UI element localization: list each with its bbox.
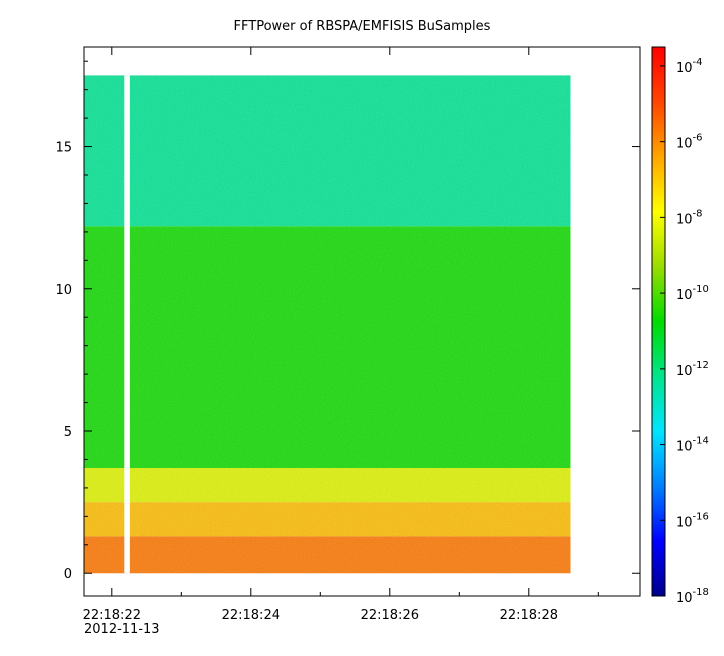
- x-tick-label: 22:18:24: [222, 608, 280, 623]
- heatmap-texture: [84, 75, 571, 574]
- colorbar-frame: [651, 46, 666, 597]
- colorbar-tick-label: 10-4: [676, 57, 703, 76]
- plot-frame: [83, 46, 641, 597]
- date-label: 2012-11-13: [84, 622, 160, 637]
- y-tick-label: 5: [64, 425, 72, 440]
- colorbar-tick-exponent: -16: [693, 511, 709, 522]
- x-tick-label: 22:18:26: [361, 608, 419, 623]
- colorbar-tick-exponent: -18: [693, 587, 709, 598]
- colorbar-tick-label: 10-10: [676, 284, 709, 303]
- colorbar-tick-label: 10-16: [676, 511, 709, 530]
- colorbar: [652, 47, 665, 596]
- colorbar-tick-label: 10-14: [676, 436, 709, 455]
- x-tick-label: 22:18:22: [83, 608, 141, 623]
- colorbar-tick-exponent: -6: [693, 133, 703, 144]
- data-gap: [124, 75, 130, 574]
- colorbar-tick-exponent: -8: [693, 208, 703, 219]
- y-tick-label: 10: [55, 283, 72, 298]
- colorbar-tick-base: 10: [676, 61, 693, 76]
- colorbar-tick-exponent: -4: [693, 57, 703, 68]
- x-tick-label: 22:18:28: [500, 608, 558, 623]
- x-axis: 22:18:22 22:18:24 22:18:26 22:18:28: [83, 47, 599, 623]
- colorbar-tick-exponent: -10: [693, 284, 709, 295]
- colorbar-tick-label: 10-12: [676, 360, 709, 379]
- y-tick-label: 0: [64, 567, 72, 582]
- colorbar-tick-base: 10: [676, 515, 693, 530]
- colorbar-tick-label: 10-8: [676, 208, 703, 227]
- colorbar-tick-exponent: -12: [693, 360, 709, 371]
- colorbar-tick-base: 10: [676, 364, 693, 379]
- colorbar-tick-label: 10-18: [676, 587, 709, 606]
- colorbar-tick-label: 10-6: [676, 133, 703, 152]
- colorbar-tick-base: 10: [676, 440, 693, 455]
- chart-title: FFTPower of RBSPA/EMFISIS BuSamples: [234, 19, 491, 34]
- colorbar-tick-base: 10: [676, 212, 693, 227]
- colorbar-tick-exponent: -14: [693, 436, 709, 447]
- colorbar-tick-base: 10: [676, 288, 693, 303]
- y-tick-label: 15: [55, 141, 72, 156]
- colorbar-tick-base: 10: [676, 591, 693, 606]
- colorbar-tick-base: 10: [676, 137, 693, 152]
- y-axis: 0 5 10 15: [55, 60, 640, 582]
